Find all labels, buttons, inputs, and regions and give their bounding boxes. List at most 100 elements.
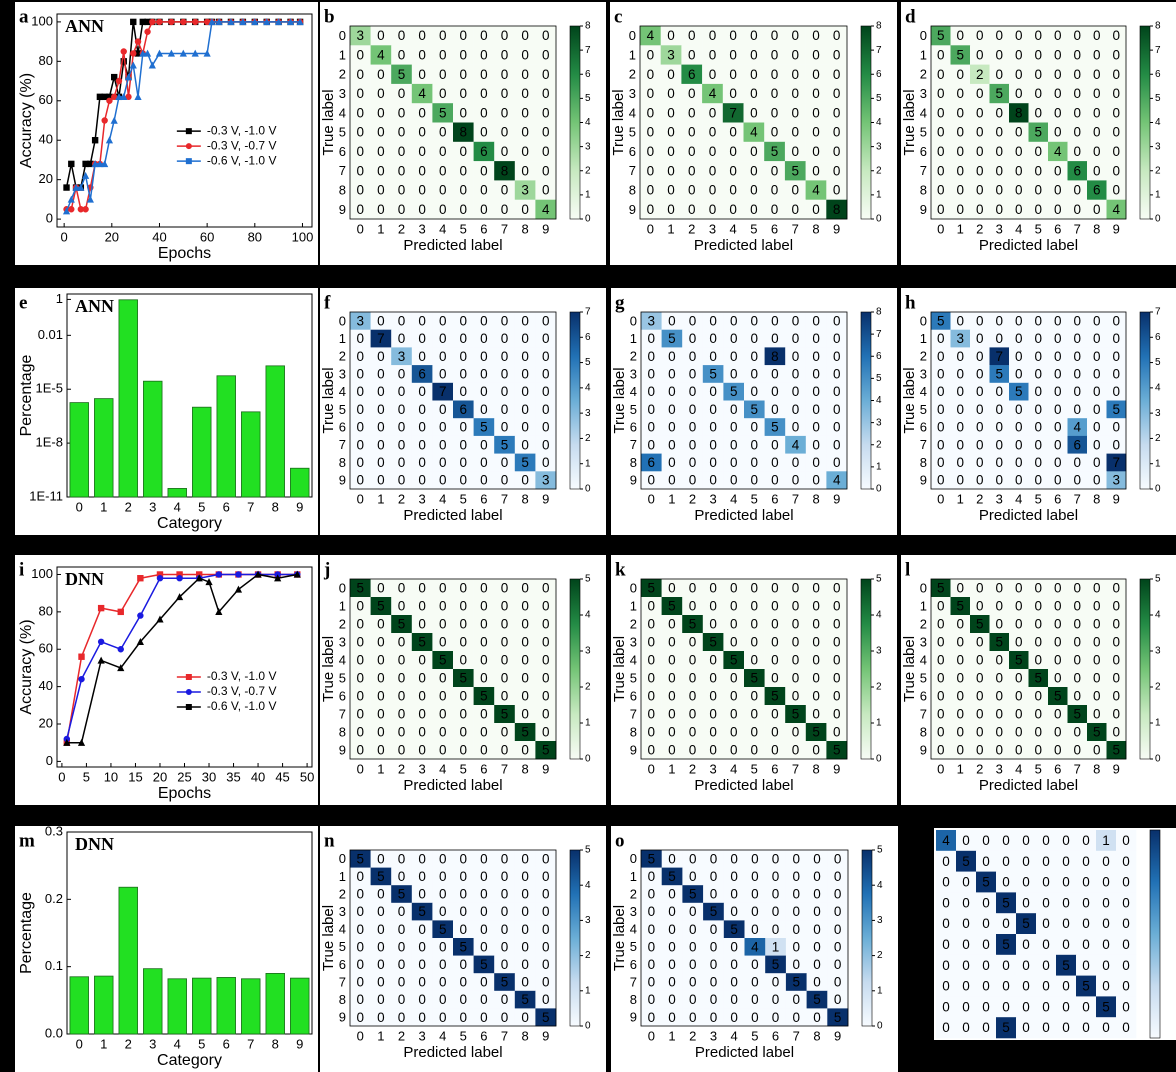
y-tick-label: 60 [39,641,53,656]
cell [370,615,392,634]
colorbar-tick-label: 8 [876,307,882,318]
matrix-frame [930,25,1127,220]
cell-value: 5 [689,617,697,632]
colorbar-tick-label: 3 [585,646,591,657]
cell-value: 0 [1054,384,1062,399]
cell-value: 5 [1054,689,1062,704]
cell [1048,312,1068,330]
x-tick-label: 8 [521,491,528,506]
cell [805,615,827,634]
cell-value: 0 [1073,86,1081,101]
cell [681,83,703,104]
x-tick-label: 8 [813,1028,820,1043]
cell [411,103,433,123]
cell [1028,329,1049,348]
cell-value: 5 [357,851,365,866]
cell-value: 0 [937,617,945,632]
x-tick-label: 8 [272,1036,279,1051]
cell [535,64,557,85]
cell-value: 0 [1112,689,1120,704]
bar [69,976,89,1035]
bar [265,365,285,498]
cell-value: 0 [1002,833,1010,848]
cell-value: 0 [480,707,488,722]
y-tick-label: 5 [630,670,637,685]
cell [805,365,827,384]
cell-value: 0 [812,689,820,704]
cell-value: 0 [668,455,676,470]
cell [682,435,704,454]
cell-value: 0 [751,707,759,722]
x-tick-label: 7 [1074,761,1081,776]
x-tick-label: 8 [812,761,819,776]
cell-value: 0 [1054,105,1062,120]
x-tick-label: 9 [833,761,840,776]
cell-value: 0 [833,707,841,722]
cell [350,26,371,46]
cell [931,180,951,200]
cell [453,365,474,384]
cell-value: 0 [1082,854,1090,869]
cell-value: 0 [976,86,984,101]
cell [1087,45,1107,65]
y-tick-label: 7 [629,163,636,178]
cell-value: 0 [521,349,529,364]
bar [94,398,114,498]
cell-value: 0 [648,635,656,650]
marker [120,58,127,65]
cell-value: 0 [418,1010,426,1025]
cell-value: 5 [521,725,529,740]
cell [661,347,683,366]
cell [370,141,392,162]
colorbar-tick-label: 3 [585,141,591,152]
cell-value: 0 [1122,833,1130,848]
cell [514,161,536,181]
cell-value: 0 [792,725,800,740]
x-tick-label: 2 [398,1028,405,1043]
cell-value: 0 [1122,999,1130,1014]
cell [970,45,990,65]
cell [473,651,495,670]
colorbar-tick-label: 3 [1155,408,1161,419]
cell [785,312,807,330]
x-tick-label: 5 [460,761,467,776]
cell [989,161,1010,181]
cell [350,199,371,220]
cell [723,312,745,330]
cell-value: 0 [1015,349,1023,364]
cell-value: 0 [751,455,759,470]
cell [514,400,536,419]
cell-value: 3 [398,349,406,364]
cell-value: 0 [1062,916,1070,931]
cell-value: 0 [460,28,468,43]
cell-value: 0 [792,367,800,382]
cell-value: 5 [1034,671,1042,686]
cell [950,418,971,437]
cell [391,579,413,598]
cell-value: 0 [833,349,841,364]
cell [1009,418,1029,437]
cell-value: 0 [667,105,675,120]
cell-value: 0 [501,183,509,198]
cell-value: 0 [647,183,655,198]
cell-value: 0 [1112,671,1120,686]
cell-value: 0 [668,617,676,632]
marker [156,18,163,26]
cell-value: 0 [1122,979,1130,994]
cell-value: 0 [501,887,509,902]
cell [805,64,827,85]
cell-value: 0 [439,869,447,884]
cell-value: 0 [1102,958,1110,973]
cell-value: 0 [1015,455,1023,470]
cell-value: 0 [791,48,799,63]
cell [970,83,990,104]
cell-value: 3 [357,313,365,328]
cell-value: 0 [709,202,717,217]
marker [82,206,89,213]
marker [139,18,146,26]
cell-value: 0 [710,851,718,866]
cell [535,669,557,688]
cell-value: 0 [792,473,800,488]
cell-value: 5 [956,48,964,63]
cell [764,579,786,598]
